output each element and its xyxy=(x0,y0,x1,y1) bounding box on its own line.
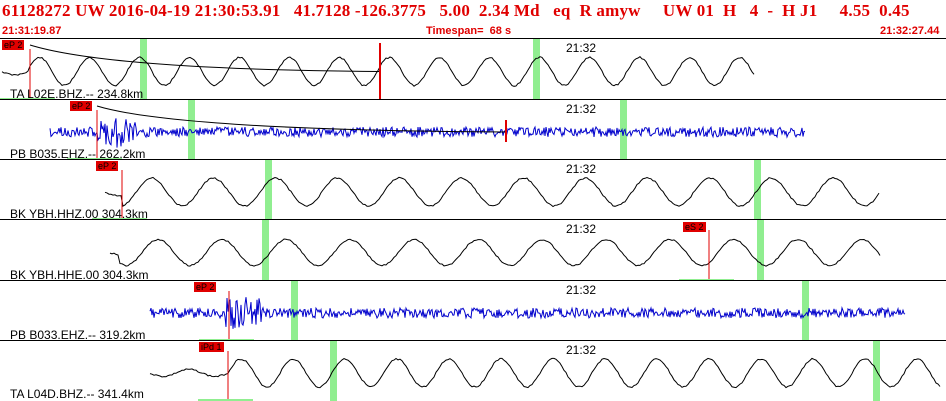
coda-curve xyxy=(29,44,381,72)
window-end-time: 21:32:27.44 xyxy=(880,25,940,37)
trace-panel-l04d[interactable]: iPd 1 21:32 TA L04D.BHZ.-- 341.4km xyxy=(0,340,946,401)
trace-panel-l02e[interactable]: eP 2 21:32 TA L02E.BHZ.-- 234.8km xyxy=(0,38,946,101)
trace-panel-b035[interactable]: eP 2 21:32 PB B035.EHZ.-- 262.2km xyxy=(0,99,946,161)
seismic-trace xyxy=(109,238,881,267)
seismic-trace xyxy=(149,297,906,329)
phase-marker xyxy=(533,39,540,100)
seismic-trace xyxy=(49,118,806,148)
trace-panel-b033[interactable]: eP 2 21:32 PB B033.EHZ.-- 319.2km xyxy=(0,280,946,342)
pick-flag[interactable]: iPd 1 xyxy=(199,342,224,352)
timespan-label: Timespan= 68 s xyxy=(426,25,512,37)
coda-curve xyxy=(96,105,507,133)
pick-flag[interactable]: eP 2 xyxy=(96,161,119,171)
phase-marker xyxy=(330,341,337,401)
pick-flag[interactable]: eS 2 xyxy=(683,222,706,232)
phase-marker xyxy=(262,220,269,281)
time-mark: 21:32 xyxy=(566,102,597,116)
seismic-trace xyxy=(149,357,941,389)
trace-panel-ybh-hhz[interactable]: eP 2 21:32 BK YBH.HHZ.00 304.3km xyxy=(0,159,946,221)
seismogram-panels: eP 2 21:32 TA L02E.BHZ.-- 234.8km eP 2 2… xyxy=(0,38,946,401)
station-label: TA L02E.BHZ.-- 234.8km xyxy=(10,87,144,101)
trace-panel-ybh-hhe[interactable]: eS 2 21:32 BK YBH.HHE.00 304.3km xyxy=(0,219,946,282)
phase-marker xyxy=(188,100,195,160)
time-mark: 21:32 xyxy=(566,162,597,176)
window-start-time: 21:31:19.87 xyxy=(2,25,62,37)
time-mark: 21:32 xyxy=(566,343,597,357)
station-label: TA L04D.BHZ.-- 341.4km xyxy=(10,387,144,401)
phase-marker xyxy=(291,281,298,341)
station-label: PB B033.EHZ.-- 319.2km xyxy=(10,328,146,342)
time-mark: 21:32 xyxy=(566,41,597,55)
phase-marker xyxy=(802,281,809,341)
event-summary-line: 61128272 UW 2016-04-19 21:30:53.91 41.71… xyxy=(2,1,910,20)
seismic-trace xyxy=(104,176,880,208)
pick-flag[interactable]: eP 2 xyxy=(70,101,93,111)
phase-marker xyxy=(265,160,272,220)
phase-marker xyxy=(757,220,764,281)
phase-marker xyxy=(140,39,147,100)
pick-flag[interactable]: eP 2 xyxy=(2,40,25,50)
station-label: PB B035.EHZ.-- 262.2km xyxy=(10,147,146,161)
station-label: BK YBH.HHE.00 304.3km xyxy=(10,268,149,282)
station-label: BK YBH.HHZ.00 304.3km xyxy=(10,207,148,221)
time-mark: 21:32 xyxy=(566,222,597,236)
time-mark: 21:32 xyxy=(566,283,597,297)
event-header: 61128272 UW 2016-04-19 21:30:53.91 41.71… xyxy=(0,0,946,37)
phase-marker xyxy=(620,100,627,160)
waveform-b035 xyxy=(49,100,806,160)
seismic-trace xyxy=(1,56,755,87)
pick-flag[interactable]: eP 2 xyxy=(194,282,217,292)
